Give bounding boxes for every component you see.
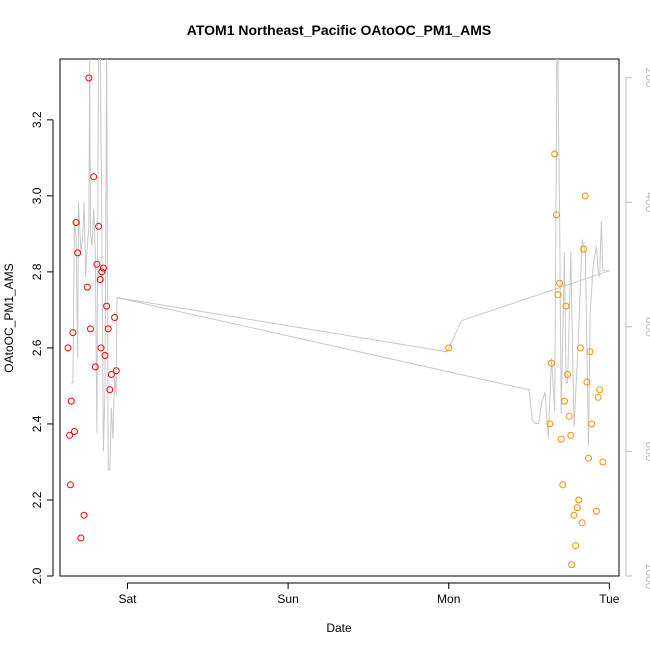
data-point (111, 314, 119, 321)
data-point (66, 481, 74, 489)
data-point (106, 386, 114, 394)
data-point (548, 359, 555, 367)
data-point (95, 222, 103, 230)
data-point (564, 371, 572, 378)
y2-tick-label: 800 (643, 441, 650, 461)
data-point (575, 496, 583, 504)
y-tick-label: 2.4 (30, 415, 44, 432)
altitude-line (71, 59, 610, 471)
y-axis: 2.0 2.2 2.4 2.6 2.8 3.0 3.2 (30, 111, 54, 584)
y-axis-label: OAtoOC_PM1_AMS (2, 263, 16, 372)
data-point (96, 276, 104, 283)
data-point (578, 519, 586, 527)
data-point (90, 173, 98, 181)
y-tick-label: 2.6 (30, 339, 44, 356)
data-point (594, 393, 602, 401)
x-tick-label: Tue (599, 592, 620, 606)
data-point (559, 481, 567, 489)
data-point (445, 344, 453, 352)
data-point (585, 454, 592, 462)
data-point (581, 192, 589, 200)
altitude-connector (116, 270, 610, 353)
x-tick-label: Sun (277, 592, 298, 606)
data-point (66, 431, 74, 439)
data-point (599, 458, 607, 466)
y-tick-label: 3.2 (30, 111, 44, 128)
y-tick-label: 2.8 (30, 263, 44, 280)
data-point (87, 325, 94, 333)
data-point (583, 378, 591, 386)
data-point (69, 329, 77, 337)
data-point (77, 534, 85, 542)
y-tick-label: 2.2 (30, 491, 44, 508)
data-point (97, 344, 105, 352)
data-point (552, 211, 560, 219)
y2-tick-label: 400 (643, 192, 650, 212)
data-point (85, 74, 93, 82)
data-point (556, 279, 564, 287)
y-tick-label: 2.0 (30, 567, 44, 584)
data-point (546, 420, 554, 428)
data-point (570, 511, 578, 519)
y2-tick-label: 200 (643, 68, 650, 88)
x-axis-label: Date (326, 621, 352, 635)
data-point (67, 397, 75, 405)
data-point (586, 348, 594, 356)
data-point (99, 264, 107, 272)
data-point (562, 302, 570, 310)
data-point (71, 428, 78, 435)
y2-axis: 200 400 600 800 1000 (625, 68, 650, 590)
y2-tick-label: 600 (643, 317, 650, 337)
data-point (551, 150, 559, 158)
data-point (572, 542, 580, 550)
data-point (560, 397, 568, 405)
data-point (567, 431, 575, 439)
x-axis: Sat Sun Mon Tue (118, 582, 620, 606)
data-point (593, 507, 600, 515)
data-point (80, 511, 88, 519)
data-point (98, 268, 106, 276)
data-point (103, 302, 111, 310)
data-point (565, 412, 573, 420)
data-point (74, 249, 82, 257)
data-point (104, 325, 112, 333)
y-tick-label: 3.0 (30, 187, 44, 204)
data-point (107, 371, 115, 378)
chart-title: ATOM1 Northeast_Pacific OAtoOC_PM1_AMS (187, 22, 491, 38)
data-point (557, 435, 565, 443)
data-point (554, 291, 562, 299)
data-point (64, 344, 72, 352)
data-point (112, 367, 120, 375)
data-point (596, 386, 604, 394)
plot-frame (59, 58, 620, 577)
data-point (580, 245, 588, 253)
x-tick-label: Mon (437, 592, 460, 606)
data-point (568, 561, 576, 569)
data-point (588, 420, 596, 428)
data-point (72, 219, 80, 226)
x-tick-label: Sat (118, 592, 137, 606)
plot-inner (64, 59, 610, 569)
data-point (93, 260, 101, 268)
data-point (573, 504, 581, 512)
data-point (576, 344, 584, 352)
plot-area (64, 59, 610, 569)
data-point (83, 283, 91, 291)
data-point (101, 352, 109, 359)
data-point (91, 363, 99, 371)
y2-tick-label: 1000 (643, 563, 650, 590)
